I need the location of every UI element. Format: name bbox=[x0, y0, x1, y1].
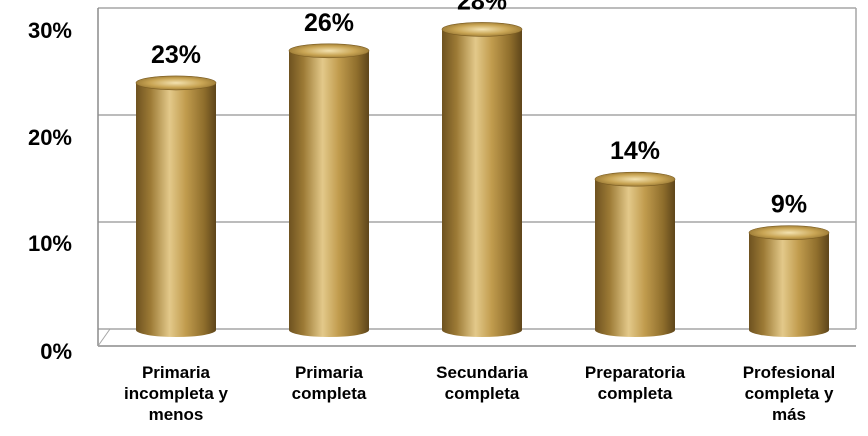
data-label: 28% bbox=[457, 0, 507, 15]
bar-cap bbox=[288, 43, 370, 59]
y-tick-label: 0% bbox=[40, 339, 72, 364]
data-label: 26% bbox=[304, 9, 354, 37]
axes bbox=[97, 8, 857, 347]
y-tick-label: 20% bbox=[28, 125, 72, 150]
bar-body bbox=[289, 50, 369, 338]
bar bbox=[288, 43, 370, 338]
y-tick-label: 10% bbox=[28, 231, 72, 256]
x-tick-label: Secundaria completa bbox=[436, 363, 528, 403]
bar-cap bbox=[441, 22, 523, 37]
x-tick-label: Primaria incompleta y menos bbox=[124, 363, 228, 424]
bar-body bbox=[749, 232, 829, 337]
bar bbox=[594, 171, 676, 337]
data-label: 14% bbox=[610, 137, 660, 165]
bar bbox=[748, 225, 830, 337]
x-tick-label: Profesional completa y más bbox=[743, 363, 836, 424]
bar-cap bbox=[594, 171, 676, 187]
bar bbox=[135, 75, 217, 338]
bar-cap bbox=[135, 75, 217, 91]
data-label: 23% bbox=[151, 41, 201, 69]
bar-body bbox=[136, 82, 216, 338]
x-tick-label: Preparatoria completa bbox=[585, 363, 686, 403]
bar-cap bbox=[748, 225, 830, 240]
bar-body bbox=[595, 179, 675, 337]
data-label: 9% bbox=[771, 191, 807, 219]
x-tick-label: Primaria completa bbox=[292, 363, 367, 403]
bars bbox=[135, 22, 830, 338]
y-tick-label: 30% bbox=[28, 18, 72, 43]
bar-body bbox=[442, 29, 522, 338]
bar bbox=[441, 22, 523, 338]
labels: 0% 10% 20% 30% 23% 26% 28% 14% 9% Primaria incompl… bbox=[28, 0, 835, 424]
floor-edge bbox=[97, 328, 111, 347]
